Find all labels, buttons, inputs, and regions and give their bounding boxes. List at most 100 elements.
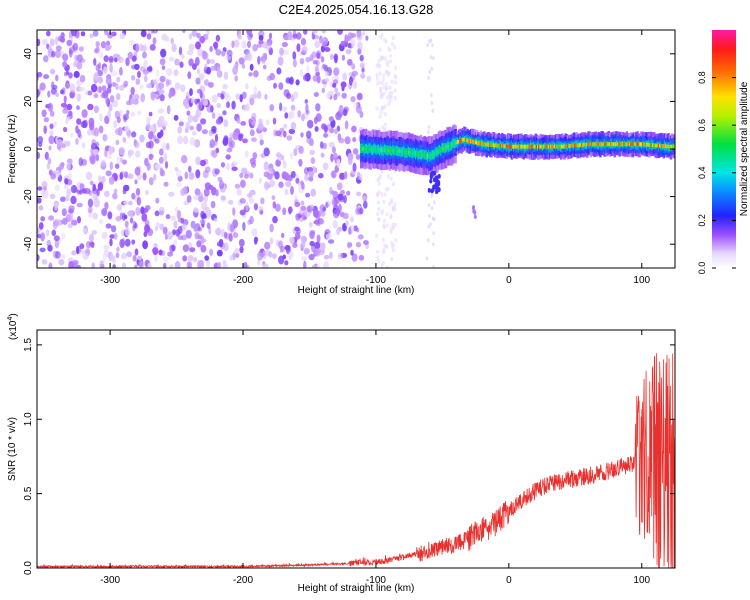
colorbar: 0.0 0.2 0.4 0.6 0.8 Normalized spectral ampl… <box>697 30 750 274</box>
heatmap-cell <box>233 63 239 73</box>
heatmap-cell <box>320 242 326 250</box>
heatmap-cell <box>89 233 94 242</box>
heatmap-cell <box>156 222 160 227</box>
heatmap-cell <box>38 222 44 230</box>
heatmap-cell <box>158 206 165 215</box>
heatmap-cell <box>154 254 158 263</box>
heatmap-cell <box>68 72 73 79</box>
heatmap-cell <box>47 244 53 252</box>
heatmap-cell <box>241 167 248 175</box>
heatmap-cell <box>174 206 179 212</box>
heatmap-cell <box>297 110 302 118</box>
heatmap-cell <box>135 78 140 85</box>
heatmap-cell <box>108 146 113 156</box>
heatmap-cell <box>182 244 190 253</box>
heatmap-cell <box>60 143 67 149</box>
heatmap-cell <box>177 137 182 144</box>
heatmap-cell <box>54 239 60 249</box>
heatmap-cell <box>355 154 361 160</box>
heatmap-cell <box>223 231 228 239</box>
heatmap-cell <box>43 117 50 123</box>
heatmap-cell <box>158 249 163 256</box>
heatmap-cell <box>382 199 386 205</box>
heatmap-cell <box>164 161 169 169</box>
snr-scale-close: ) <box>8 313 19 316</box>
heatmap-cell <box>101 208 108 217</box>
heatmap-cell <box>389 59 393 64</box>
heatmap-cell <box>95 41 100 48</box>
heatmap-cell <box>181 53 185 59</box>
heatmap-cell <box>54 203 58 211</box>
heatmap-cell <box>132 220 137 229</box>
heatmap-cell <box>431 43 434 48</box>
heatmap-cell <box>239 209 246 216</box>
heatmap-cell <box>154 225 159 232</box>
heatmap-cell <box>140 206 145 215</box>
heatmap-cell <box>69 213 74 222</box>
heatmap-cell <box>383 122 387 127</box>
heatmap-cell <box>253 70 259 78</box>
y-tick-label: 0.0 <box>23 561 34 575</box>
heatmap-cell <box>376 255 380 260</box>
heatmap-cell <box>217 262 222 268</box>
heatmap-cell <box>356 191 362 197</box>
heatmap-cell <box>123 199 129 206</box>
heatmap-cell <box>378 64 382 69</box>
heatmap-cell <box>385 223 389 228</box>
heatmap-cell <box>41 109 47 118</box>
heatmap-cell <box>175 169 182 178</box>
heatmap-cell <box>194 56 200 66</box>
heatmap-cell <box>129 217 134 224</box>
heatmap-cell <box>57 35 63 42</box>
heatmap-cell <box>160 48 167 58</box>
heatmap-cell <box>298 158 303 167</box>
heatmap-cell <box>456 140 460 144</box>
heatmap-cell <box>239 246 244 254</box>
heatmap-cell <box>168 91 172 99</box>
heatmap-cell <box>114 128 121 136</box>
heatmap-cell <box>191 30 198 37</box>
heatmap-cell <box>141 212 148 222</box>
heatmap-cell <box>228 141 233 147</box>
heatmap-cell <box>352 137 357 143</box>
heatmap-cell <box>174 166 179 172</box>
heatmap-cell <box>257 90 262 100</box>
heatmap-cell <box>119 67 123 76</box>
heatmap-cell <box>76 54 83 63</box>
heatmap-cell <box>247 40 251 49</box>
heatmap-cell <box>112 82 116 87</box>
heatmap-cell <box>351 70 358 77</box>
heatmap-cell <box>462 137 466 142</box>
heatmap-cell <box>427 75 430 80</box>
heatmap-cell <box>389 214 393 219</box>
heatmap-cell <box>148 153 154 161</box>
heatmap-cell <box>41 180 48 189</box>
colorbar-ticks: 0.0 0.2 0.4 0.6 0.8 <box>697 71 736 274</box>
heatmap-cell <box>332 152 338 161</box>
heatmap-cell <box>93 127 100 137</box>
heatmap-cell <box>253 203 258 211</box>
heatmap-cell <box>76 202 83 208</box>
heatmap-cell <box>301 45 308 54</box>
heatmap-cell <box>394 222 397 228</box>
heatmap-cell <box>48 215 55 221</box>
heatmap-cell <box>385 87 388 92</box>
heatmap-cell <box>337 30 343 35</box>
heatmap-cell <box>377 190 381 195</box>
heatmap-cell <box>386 174 390 179</box>
heatmap-cell <box>193 256 198 263</box>
heatmap-cell <box>79 183 85 190</box>
heatmap-cell <box>274 171 280 180</box>
heatmap-cell <box>314 126 319 132</box>
heatmap-cell <box>124 238 131 247</box>
colorbar-tick-label: 0.4 <box>697 167 707 180</box>
heatmap-cell <box>241 40 247 49</box>
heatmap-cell <box>345 220 349 227</box>
heatmap-cell <box>266 173 273 180</box>
heatmap-cell <box>99 260 104 268</box>
heatmap-cell <box>105 170 112 177</box>
heatmap-cell <box>139 134 145 143</box>
heatmap-cell <box>351 253 358 262</box>
heatmap-cell <box>241 91 247 100</box>
heatmap-cell <box>275 130 282 137</box>
